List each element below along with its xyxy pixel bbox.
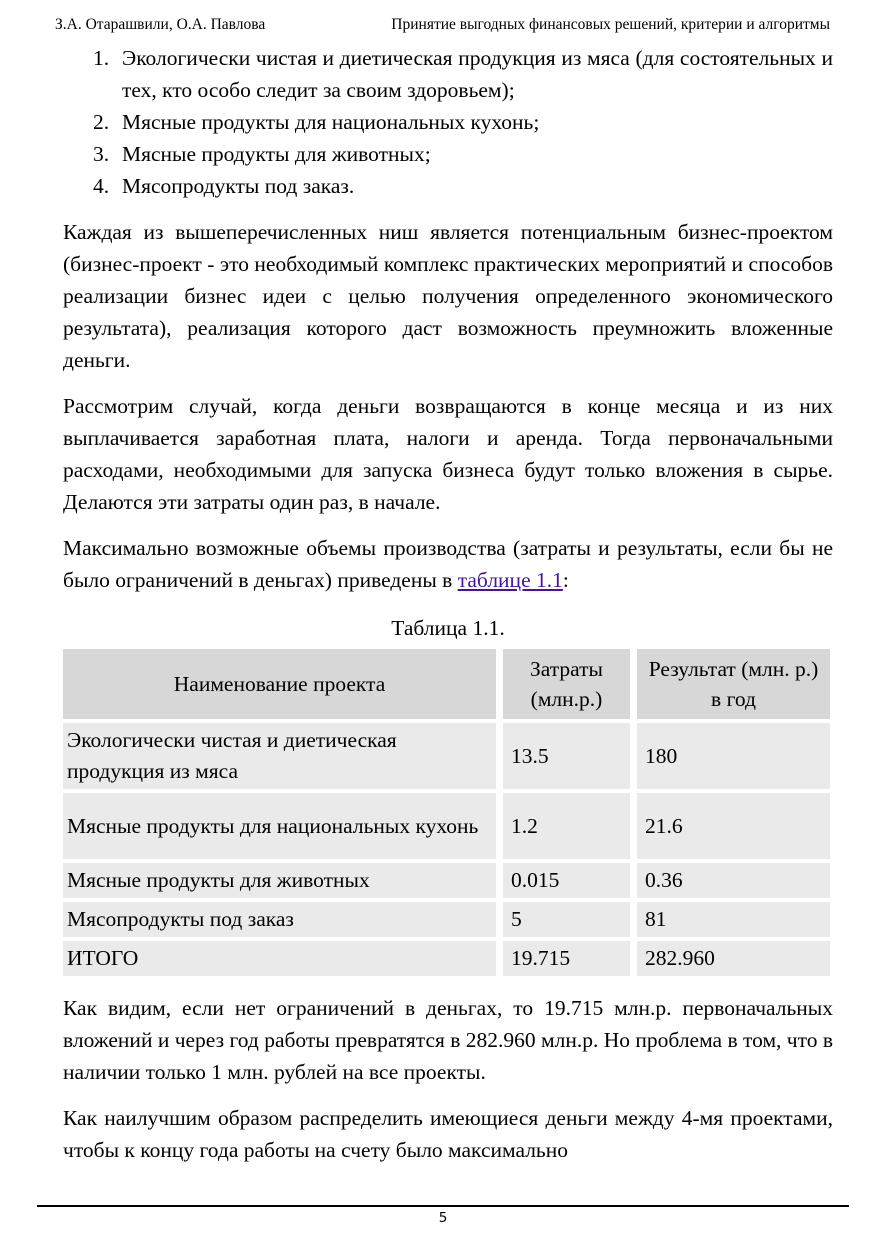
- table-cell-cost: 13.5: [503, 723, 630, 789]
- table-1-1-link[interactable]: таблице 1.1: [457, 568, 563, 592]
- running-head: З.А. Отарашвили, О.А. Павлова Принятие в…: [0, 0, 877, 34]
- table-cell-result: 0.36: [637, 863, 830, 898]
- table-cell-total-result: 282.960: [637, 941, 830, 976]
- list-item: 4. Мясопродукты под заказ.: [93, 170, 833, 202]
- table-caption: Таблица 1.1.: [391, 616, 505, 640]
- table-cell-result: 21.6: [637, 793, 830, 859]
- paragraph-cash-cycle: Рассмотрим случай, когда деньги возвраща…: [63, 394, 833, 514]
- table-cell-project-name: Мясные продукты для животных: [63, 863, 496, 898]
- table-cell-total-cost: 19.715: [503, 941, 630, 976]
- list-item-text: Мясопродукты под заказ.: [122, 174, 355, 198]
- list-item-text: Экологически чистая и диетическая продук…: [122, 46, 833, 102]
- table-cell-result: 81: [637, 902, 830, 937]
- table-cell-cost: 5: [503, 902, 630, 937]
- paragraph-text-before-link: Максимально возможные объемы производств…: [63, 536, 833, 592]
- table-header-cost: Затраты (млн.р.): [503, 649, 630, 719]
- list-item: 1. Экологически чистая и диетическая про…: [93, 42, 833, 106]
- paragraph-business-project: Каждая из вышеперечисленных ниш является…: [63, 220, 833, 372]
- table-cell-cost: 1.2: [503, 793, 630, 859]
- table-header-result: Результат (млн. р.) в год: [637, 649, 830, 719]
- table-cell-project-name: Мясные продукты для национальных кухонь: [63, 793, 496, 859]
- table-cell-total-label: ИТОГО: [63, 941, 496, 976]
- list-item-number: 4.: [93, 174, 110, 198]
- page-content: 1. Экологически чистая и диетическая про…: [63, 42, 833, 1166]
- list-item-number: 1.: [93, 46, 110, 70]
- projects-table: Наименование проекта Затраты (млн.р.) Ре…: [63, 649, 830, 976]
- list-item-text: Мясные продукты для национальных кухонь;: [122, 110, 540, 134]
- list-item-number: 2.: [93, 110, 110, 134]
- paragraph-distribution-question: Как наилучшим образом распределить имеющ…: [63, 1106, 833, 1162]
- table-cell-project-name: Мясопродукты под заказ: [63, 902, 496, 937]
- page-footer: 5: [37, 1205, 849, 1226]
- paragraph-no-limits: Как видим, если нет ограничений в деньга…: [63, 996, 834, 1084]
- table-cell-project-name: Экологически чистая и диетическая продук…: [63, 723, 496, 789]
- table-cell-cost: 0.015: [503, 863, 630, 898]
- page-number: 5: [438, 1210, 448, 1226]
- running-head-authors: З.А. Отарашвили, О.А. Павлова: [55, 16, 266, 33]
- running-head-title: Принятие выгодных финансовых решений, кр…: [391, 16, 830, 33]
- list-item: 3. Мясные продукты для животных;: [93, 138, 833, 170]
- table-cell-result: 180: [637, 723, 830, 789]
- paragraph-text-after-link: :: [562, 568, 569, 592]
- table-header-name: Наименование проекта: [63, 649, 496, 719]
- list-item-text: Мясные продукты для животных;: [122, 142, 431, 166]
- paragraph-max-volumes: Максимально возможные объемы производств…: [63, 532, 833, 596]
- niche-list: 1. Экологически чистая и диетическая про…: [63, 42, 833, 202]
- list-item-number: 3.: [93, 142, 110, 166]
- list-item: 2. Мясные продукты для национальных кухо…: [93, 106, 833, 138]
